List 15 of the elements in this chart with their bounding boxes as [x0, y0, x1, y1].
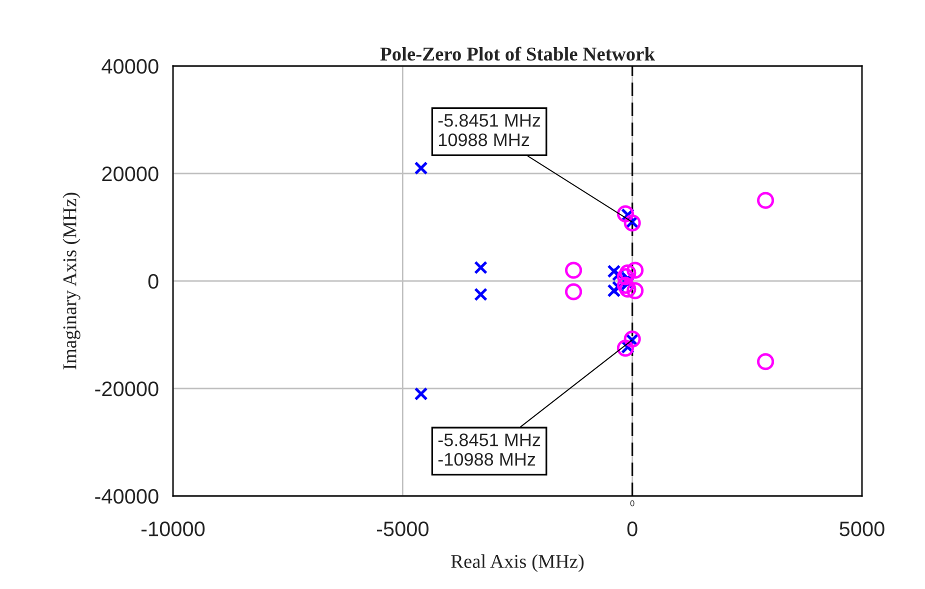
y-tick-label: 0	[148, 274, 158, 289]
y-axis-title: Imaginary Axis (MHz)	[62, 192, 80, 370]
ref-line-label: 0	[630, 500, 634, 506]
chart-title: Pole-Zero Plot of Stable Network	[380, 46, 655, 61]
x-tick-label: 0	[627, 522, 638, 536]
y-tick-label: 40000	[102, 59, 158, 74]
x-tick-label: 5000	[840, 522, 884, 536]
x-axis-title: Real Axis (MHz)	[451, 554, 584, 572]
x-tick-label: -5000	[376, 522, 428, 536]
annotation: -5.8451 MHz -10988 MHz	[438, 434, 540, 466]
y-tick-label: -40000	[95, 489, 158, 504]
y-tick-label: -20000	[95, 382, 158, 396]
annotation: -5.8451 MHz 10988 MHz	[438, 114, 540, 146]
x-tick-label: -10000	[141, 522, 205, 536]
y-tick-label: 20000	[102, 166, 158, 182]
